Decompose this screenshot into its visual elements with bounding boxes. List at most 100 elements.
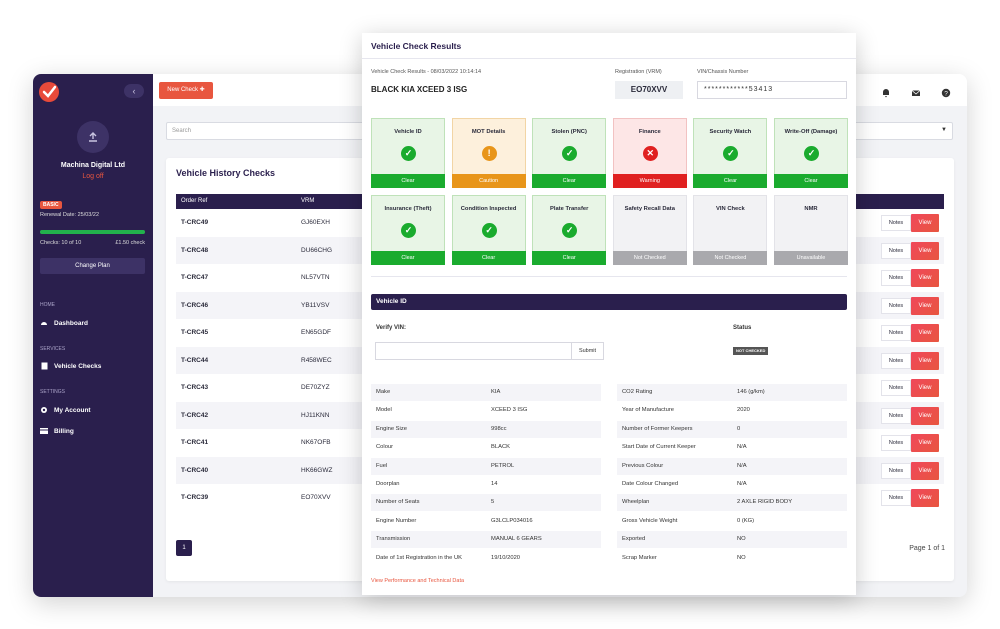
- change-plan-button[interactable]: Change Plan: [40, 258, 145, 274]
- check-tile-status: Unavailable: [774, 251, 848, 265]
- check-tile[interactable]: Condition Inspected ✓ Clear: [451, 195, 526, 265]
- vrm: NK67OFB: [301, 439, 331, 446]
- upload-avatar-icon[interactable]: [77, 121, 109, 153]
- check-tile[interactable]: Write-Off (Damage) ✓ Clear: [774, 118, 848, 188]
- help-icon[interactable]: ?: [941, 85, 951, 98]
- spec-key: Wheelplan: [622, 499, 650, 506]
- check-tile[interactable]: MOT Details! Caution: [451, 118, 526, 188]
- view-button[interactable]: View: [911, 351, 939, 370]
- view-button[interactable]: View: [911, 214, 939, 232]
- mail-icon[interactable]: [911, 85, 921, 96]
- document-icon: [40, 362, 48, 370]
- svg-text:?: ?: [944, 91, 948, 98]
- sidebar-item-label: Billing: [54, 427, 74, 435]
- check-icon: ✓: [723, 146, 739, 161]
- logoff-link[interactable]: Log off: [82, 173, 104, 180]
- notes-button[interactable]: Notes: [881, 325, 911, 341]
- check-tile[interactable]: Insurance (Theft) ✓ Clear: [371, 195, 445, 265]
- divider: [362, 58, 856, 59]
- check-tile[interactable]: Vehicle ID ✓ Clear: [371, 118, 445, 188]
- check-tile-label: Plate Transfer: [550, 206, 589, 212]
- vrm: EO70XVV: [301, 494, 331, 501]
- check-tile[interactable]: Stolen (PNC) ✓ Clear: [532, 118, 607, 188]
- view-button[interactable]: View: [911, 269, 939, 287]
- notes-button[interactable]: Notes: [881, 215, 911, 231]
- check-tile-label: Security Watch: [709, 129, 752, 135]
- vrm: NL57VTN: [301, 274, 330, 281]
- order-ref: T-CRC39: [181, 494, 209, 501]
- check-tile-status: Clear: [532, 174, 607, 188]
- view-button[interactable]: View: [911, 461, 939, 480]
- submit-button[interactable]: Submit: [571, 342, 604, 360]
- notes-button[interactable]: Notes: [881, 352, 911, 369]
- notes-button[interactable]: Notes: [881, 380, 911, 396]
- new-check-button[interactable]: New Check ✚: [159, 82, 213, 99]
- sidebar-item-label: My Account: [54, 406, 91, 414]
- table-row: T-CRC41 NK67OFB Notes View: [176, 429, 944, 457]
- notes-button[interactable]: Notes: [881, 462, 911, 479]
- view-button[interactable]: View: [911, 241, 939, 260]
- notes-button[interactable]: Notes: [881, 407, 911, 424]
- spec-row: Gross Vehicle Weight 0 (KG): [617, 513, 847, 530]
- order-ref: T-CRC48: [181, 246, 209, 254]
- search-input[interactable]: Search: [166, 122, 366, 140]
- view-button[interactable]: View: [911, 324, 939, 342]
- check-icon: ✓: [401, 223, 416, 238]
- spec-value: N/A: [737, 462, 747, 469]
- collapse-sidebar-button[interactable]: ‹: [124, 84, 144, 98]
- sidebar-item-vehicle-checks[interactable]: Vehicle Checks: [40, 362, 101, 370]
- bell-icon[interactable]: [881, 85, 891, 98]
- check-tile-label: Vehicle ID: [394, 129, 422, 135]
- sidebar-item-label: Dashboard: [54, 319, 88, 327]
- order-ref: T-CRC40: [181, 466, 209, 474]
- performance-data-link[interactable]: View Performance and Technical Data: [371, 578, 465, 584]
- notes-button[interactable]: Notes: [881, 242, 911, 259]
- check-tile[interactable]: NMR Unavailable: [774, 195, 848, 265]
- spec-row: Exported NO: [617, 531, 847, 549]
- section-header-vehicle-id: Vehicle ID: [371, 294, 847, 310]
- check-tile[interactable]: Plate Transfer ✓ Clear: [532, 195, 607, 265]
- check-tile[interactable]: Security Watch ✓ Clear: [693, 118, 768, 188]
- spec-value: N/A: [737, 481, 747, 487]
- registration-value: EO70XVV: [615, 81, 683, 99]
- vehicle-check-results-modal: Vehicle Check Results Vehicle Check Resu…: [362, 33, 856, 595]
- spec-value: KIA: [491, 389, 501, 395]
- spec-key: Model: [376, 407, 392, 414]
- check-icon: ✓: [562, 146, 578, 161]
- spec-value: 998cc: [491, 425, 507, 432]
- notes-button[interactable]: Notes: [881, 435, 911, 451]
- spec-key: Date Colour Changed: [622, 481, 679, 487]
- check-tile-label: Stolen (PNC): [551, 129, 587, 135]
- check-tile[interactable]: VIN Check Not Checked: [693, 195, 768, 265]
- spec-key: Date of 1st Registration in the UK: [376, 554, 463, 561]
- view-button[interactable]: View: [911, 406, 939, 425]
- notes-button[interactable]: Notes: [881, 297, 911, 314]
- spec-row: Date of 1st Registration in the UK 19/10/…: [371, 550, 601, 567]
- spec-key: Year of Manufacture: [622, 407, 674, 414]
- sidebar-item-my-account[interactable]: My Account: [40, 406, 91, 414]
- page-info: Page 1 of 1: [909, 545, 945, 552]
- view-button[interactable]: View: [911, 489, 939, 507]
- spec-row: Transmission MANUAL 6 GEARS: [371, 531, 601, 549]
- usage-progress-bar: [40, 230, 145, 234]
- dashboard-icon: [40, 319, 48, 327]
- notes-button[interactable]: Notes: [881, 490, 911, 506]
- notes-button[interactable]: Notes: [881, 270, 911, 286]
- pagination-page-button[interactable]: 1: [176, 540, 192, 556]
- spec-row: Previous Colour N/A: [617, 457, 847, 475]
- spec-key: Scrap Marker: [622, 554, 657, 561]
- vrm: YB11VSV: [301, 301, 330, 309]
- check-price: £1.50 check: [115, 240, 145, 246]
- check-tile[interactable]: Finance ✕ Warning: [612, 118, 687, 188]
- chevron-down-icon: ▼: [941, 127, 947, 133]
- check-icon: ✓: [401, 146, 416, 161]
- sidebar-item-dashboard[interactable]: Dashboard: [40, 319, 88, 327]
- check-tile[interactable]: Safety Recall Data Not Checked: [612, 195, 687, 265]
- filter-select[interactable]: ▼: [853, 122, 953, 140]
- spec-row: Date Colour Changed N/A: [617, 476, 847, 493]
- view-button[interactable]: View: [911, 434, 939, 452]
- view-button[interactable]: View: [911, 296, 939, 315]
- verify-vin-input[interactable]: [375, 342, 572, 360]
- sidebar-item-billing[interactable]: Billing: [40, 427, 74, 435]
- view-button[interactable]: View: [911, 379, 939, 397]
